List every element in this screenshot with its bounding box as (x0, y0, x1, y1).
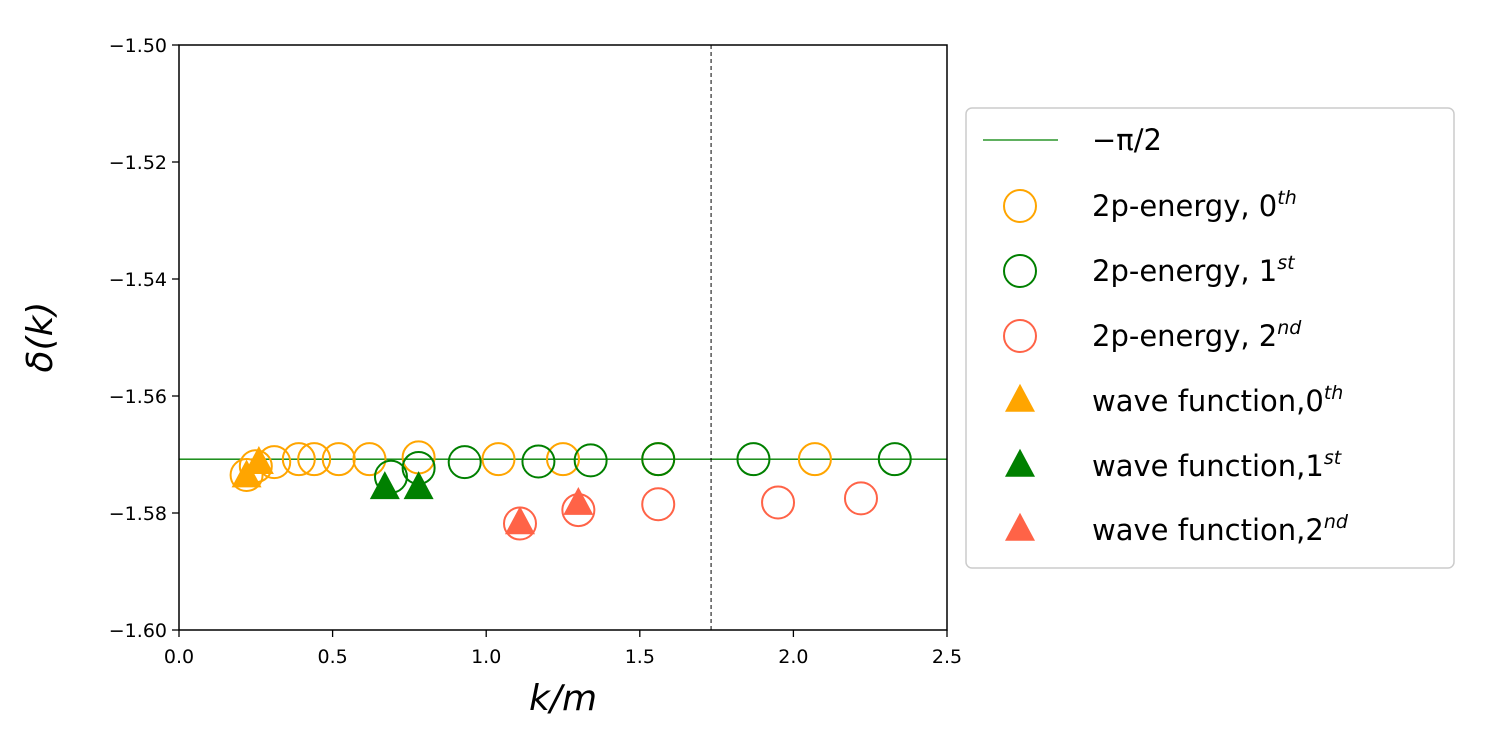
y-tick-label: −1.58 (109, 503, 167, 525)
x-axis: 0.0 0.5 1.0 1.5 2.0 2.5 (164, 630, 962, 668)
y-tick-label: −1.56 (109, 386, 167, 408)
point-2p-energy-1-st (736, 442, 771, 477)
point-wave-function-1-st (403, 471, 434, 500)
plot-area (179, 45, 947, 630)
legend-label-2p-energy-2-nd: 2p-energy, 2nd (1092, 317, 1302, 353)
point-2p-energy-0-th (229, 457, 264, 492)
point-2p-energy-1-st (573, 443, 608, 478)
x-tick-label: 0.0 (164, 646, 194, 668)
legend-label-reference: −π/2 (1092, 123, 1162, 157)
x-tick-label: 2.5 (932, 646, 962, 668)
point-2p-energy-0-th (546, 442, 580, 477)
point-2p-energy-1-st (877, 442, 912, 477)
point-2p-energy-2-nd (761, 485, 796, 520)
y-axis-title: δ(k) (20, 302, 61, 373)
point-wave-function-0-th (243, 446, 274, 474)
legend-marker-wave-function-1-st (1005, 448, 1035, 477)
legend-label-2p-energy-1-st: 2p-energy, 1st (1092, 252, 1296, 288)
point-wave-function-2-nd (504, 506, 535, 535)
x-tick-label: 1.5 (625, 646, 655, 668)
y-tick-label: −1.60 (109, 620, 167, 642)
point-2p-energy-0-th (281, 442, 316, 477)
y-tick-label: −1.50 (109, 35, 167, 57)
point-2p-energy-2-nd (843, 481, 878, 516)
y-tick-label: −1.52 (109, 152, 167, 174)
legend-label-2p-energy-0-th: 2p-energy, 0th (1092, 187, 1297, 223)
legend-marker-2p-energy-0-th (1003, 189, 1037, 223)
x-tick-label: 2.0 (778, 646, 808, 668)
point-2p-energy-1-st (521, 444, 556, 479)
x-tick-label: 1.0 (471, 646, 501, 668)
point-2p-energy-0-th (481, 442, 516, 477)
legend-label-wave-function-2-nd: wave function,2nd (1092, 511, 1349, 547)
legend-marker-wave-function-2-nd (1005, 512, 1035, 541)
legend-label-wave-function-1-st: wave function,1st (1092, 447, 1343, 483)
point-2p-energy-2-nd (641, 487, 676, 522)
y-axis: −1.60 −1.58 −1.56 −1.54 −1.52 −1.50 (109, 35, 179, 642)
legend-marker-wave-function-0-th (1005, 383, 1035, 412)
x-tick-label: 0.5 (317, 646, 347, 668)
y-tick-label: −1.54 (109, 269, 167, 291)
x-axis-title: k/m (529, 678, 597, 719)
point-2p-energy-1-st (641, 442, 676, 477)
plot-frame (178, 44, 948, 631)
legend-marker-2p-energy-2-nd (1003, 319, 1037, 353)
point-wave-function-2-nd (563, 486, 594, 515)
point-2p-energy-0-th (352, 442, 387, 477)
point-2p-energy-0-th (321, 442, 356, 477)
point-2p-energy-0-th (797, 442, 832, 477)
legend-label-wave-function-0-th: wave function,0th (1092, 382, 1343, 418)
legend-marker-2p-energy-1-st (1003, 254, 1037, 288)
legend: −π/2 2p-energy, 0th 2p-energy, 1st 2p-energ… (965, 107, 1455, 569)
legend-frame (965, 107, 1455, 569)
point-2p-energy-1-st (447, 445, 482, 480)
point-2p-energy-0-th (297, 442, 332, 477)
point-wave-function-1-st (369, 471, 400, 500)
